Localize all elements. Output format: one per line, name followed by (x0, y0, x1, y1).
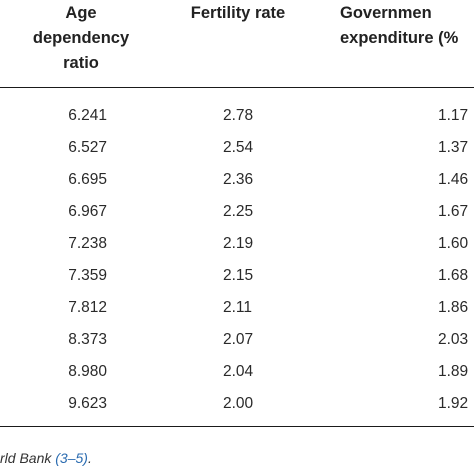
cell-fertility-rate: 2.07 (223, 331, 254, 348)
cell-government-expenditure: 1.46 (438, 171, 469, 188)
cell-fertility-rate: 2.11 (223, 299, 253, 316)
cell-age-dependency-ratio: 7.238 (68, 235, 107, 252)
cell-government-expenditure: 1.68 (438, 267, 469, 284)
header-fertility-rate: Fertility rate (178, 1, 298, 26)
table-row: 6.967 2.25 1.67 (0, 196, 474, 228)
cell-age-dependency-ratio: 7.359 (68, 267, 107, 284)
cell-fertility-rate: 2.78 (223, 107, 254, 124)
table-row: 6.527 2.54 1.37 (0, 132, 474, 164)
cell-fertility-rate: 2.19 (223, 235, 254, 252)
table-row: 6.695 2.36 1.46 (0, 164, 474, 196)
footnote-text: rld Bank (0, 450, 56, 466)
cell-fertility-rate: 2.00 (223, 395, 254, 412)
cell-fertility-rate: 2.04 (223, 363, 254, 380)
header-government-line-2: expenditure (% (340, 29, 459, 47)
cell-government-expenditure: 1.89 (438, 363, 469, 380)
footnote-period: . (87, 450, 92, 466)
cell-government-expenditure: 1.92 (438, 395, 469, 412)
table-row: 7.359 2.15 1.68 (0, 260, 474, 292)
cell-fertility-rate: 2.54 (223, 139, 254, 156)
cell-government-expenditure: 1.86 (438, 299, 469, 316)
header-age-line-2: dependency (32, 29, 130, 47)
cell-age-dependency-ratio: 8.373 (68, 331, 107, 348)
cell-age-dependency-ratio: 6.967 (68, 203, 107, 220)
header-age-line-1: Age (65, 4, 97, 22)
footnote-reference-link[interactable]: (3–5) (55, 450, 88, 466)
table-row: 8.980 2.04 1.89 (0, 356, 474, 388)
cell-fertility-rate: 2.15 (223, 267, 254, 284)
cell-government-expenditure: 1.60 (438, 235, 469, 252)
table-bottom-divider (0, 426, 474, 427)
cell-government-expenditure: 2.03 (438, 331, 469, 348)
cell-government-expenditure: 1.37 (438, 139, 469, 156)
cell-age-dependency-ratio: 6.695 (68, 171, 107, 188)
header-fertility-line-1: Fertility rate (190, 4, 286, 22)
table-footnote: rld Bank (3–5). (0, 450, 92, 466)
header-age-dependency-ratio: Age dependency ratio (26, 1, 136, 76)
header-government-line-1: Governmen (340, 4, 432, 22)
header-divider (0, 87, 474, 88)
cell-age-dependency-ratio: 6.527 (68, 139, 107, 156)
table-row: 9.623 2.00 1.92 (0, 388, 474, 420)
cell-fertility-rate: 2.36 (223, 171, 254, 188)
header-government-expenditure: Governmen expenditure (% (340, 1, 474, 51)
table-row: 7.812 2.11 1.86 (0, 292, 474, 324)
cell-government-expenditure: 1.67 (438, 203, 469, 220)
cell-fertility-rate: 2.25 (223, 203, 254, 220)
cell-age-dependency-ratio: 8.980 (68, 363, 107, 380)
cell-age-dependency-ratio: 6.241 (68, 107, 107, 124)
cell-age-dependency-ratio: 7.812 (68, 299, 107, 316)
table-row: 6.241 2.78 1.17 (0, 100, 474, 132)
header-age-line-3: ratio (63, 54, 99, 72)
table-row: 7.238 2.19 1.60 (0, 228, 474, 260)
table-row: 8.373 2.07 2.03 (0, 324, 474, 356)
cell-age-dependency-ratio: 9.623 (68, 395, 107, 412)
table-body: 6.241 2.78 1.17 6.527 2.54 1.37 6.695 2.36 1.46 6… (0, 100, 474, 420)
table-header: Age dependency ratio Fertility rate Gove… (0, 0, 474, 86)
cell-government-expenditure: 1.17 (438, 107, 469, 124)
